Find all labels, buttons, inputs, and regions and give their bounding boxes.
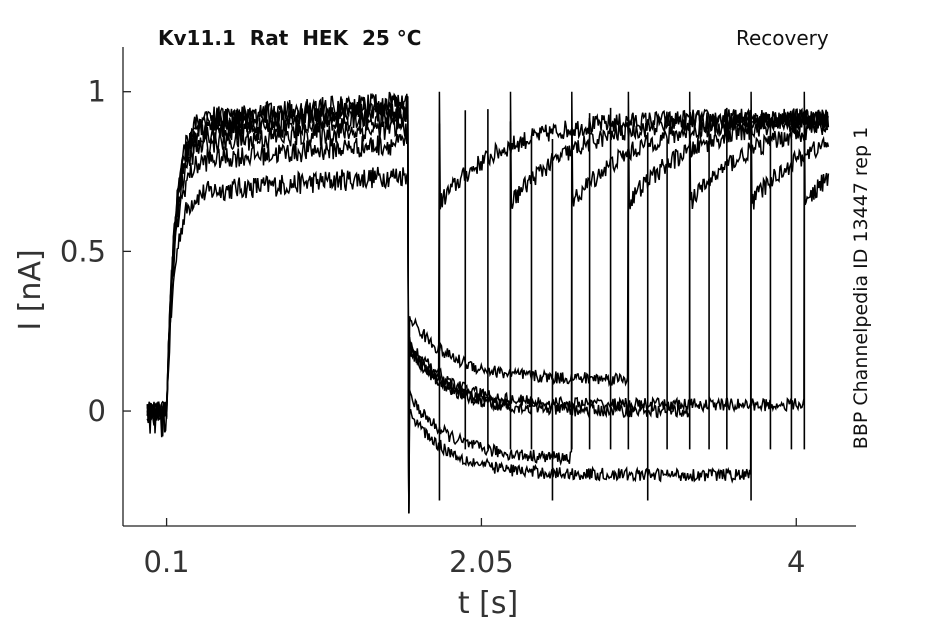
- current-traces: [146, 91, 830, 514]
- current-trace: [146, 91, 830, 514]
- y-tick-label: 0.5: [60, 234, 106, 268]
- x-tick-label: 4: [787, 545, 805, 579]
- x-tick-label: 0.1: [144, 545, 190, 579]
- x-axis-label: t [s]: [458, 586, 518, 621]
- chart-title: Kv11.1 Rat HEK 25 °C: [158, 26, 422, 50]
- source-annotation: BBP Channelpedia ID 13447 rep 1: [850, 126, 872, 450]
- y-axis-label: I [nA]: [13, 249, 48, 330]
- axis-ticks: 0.1 2.05 4 0 0.5 1: [60, 75, 806, 579]
- y-tick-label: 0: [88, 394, 106, 428]
- y-tick-label: 1: [88, 75, 106, 109]
- x-tick-label: 2.05: [449, 545, 514, 579]
- chart-subtitle: Recovery: [736, 26, 829, 50]
